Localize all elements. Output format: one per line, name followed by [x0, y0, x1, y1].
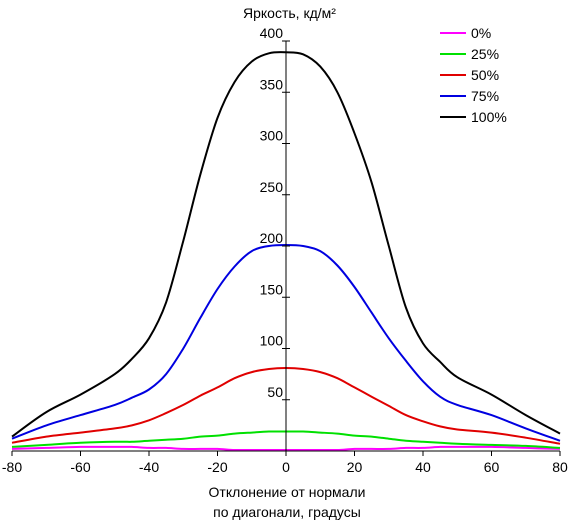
y-tick-label-3: 200	[260, 230, 284, 246]
y-tick-label-6: 350	[260, 76, 284, 92]
x-tick-label-3: -20	[207, 459, 227, 475]
x-tick-label-2: -40	[139, 459, 159, 475]
y-axis-title: Яркость, кд/м²	[243, 5, 336, 21]
y-tick-label-7: 400	[260, 25, 284, 41]
y-tick-label-5: 300	[260, 128, 284, 144]
y-tick-label-2: 150	[260, 281, 284, 297]
y-tick-label-1: 100	[260, 333, 284, 349]
legend-label-3: 75%	[471, 88, 499, 104]
x-tick-label-1: -60	[70, 459, 90, 475]
axes: -80 -60 -40 -20 0 20 40 60 80 50 100 150 200 250 300 35…	[2, 25, 568, 475]
x-axis-title-line-1: Отклонение от нормали	[209, 484, 366, 500]
legend-label-1: 25%	[471, 46, 499, 62]
x-tick-label-4: 0	[282, 459, 290, 475]
x-tick-label-6: 40	[415, 459, 431, 475]
x-axis-title-line-2: по диагонали, градусы	[213, 504, 361, 520]
legend-label-4: 100%	[471, 109, 507, 125]
legend-label-0: 0%	[471, 25, 491, 41]
y-tick-label-0: 50	[267, 384, 283, 400]
legend-label-2: 50%	[471, 67, 499, 83]
x-tick-label-0: -80	[2, 459, 22, 475]
x-tick-label-8: 80	[552, 459, 568, 475]
y-tick-label-4: 250	[260, 179, 284, 195]
legend: 0% 25% 50% 75% 100%	[440, 25, 507, 125]
x-tick-label-7: 60	[484, 459, 500, 475]
x-tick-label-5: 20	[347, 459, 363, 475]
